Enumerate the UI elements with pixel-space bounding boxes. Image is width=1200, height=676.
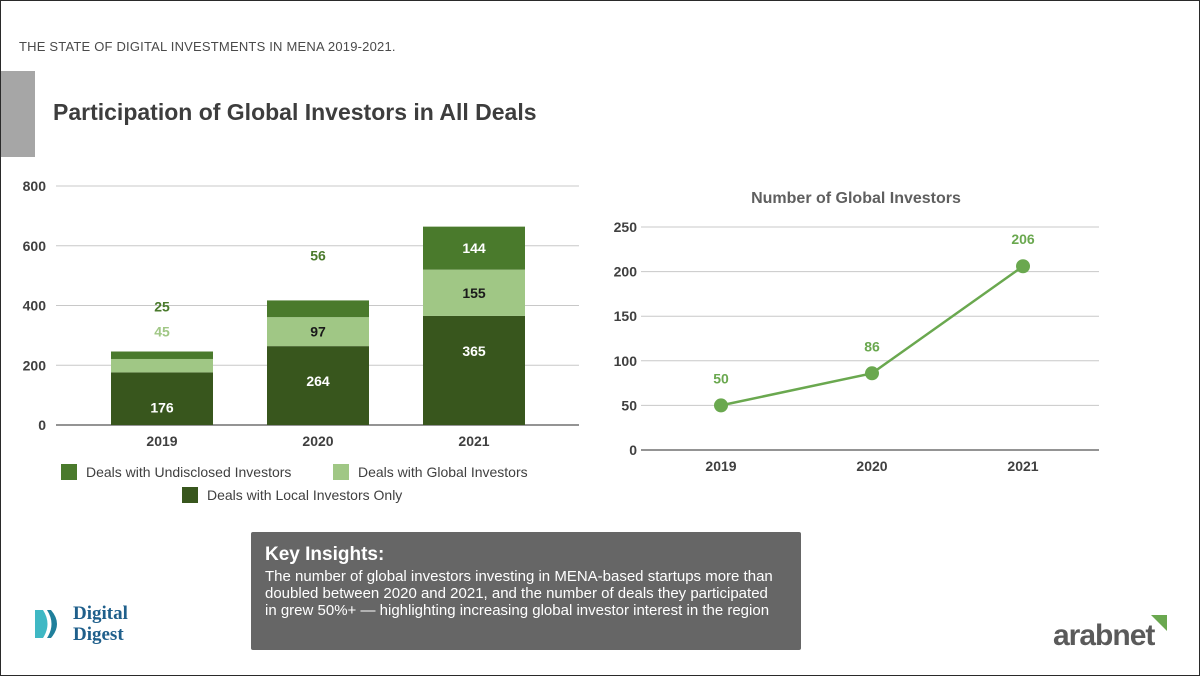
bar-value-label: 25 xyxy=(154,299,170,315)
line-data-point xyxy=(865,366,879,381)
bar-y-tick-label: 200 xyxy=(23,357,47,373)
key-insights-body: The number of global investors investing… xyxy=(265,568,773,619)
bar-value-label: 264 xyxy=(306,373,330,389)
legend-label-local: Deals with Local Investors Only xyxy=(207,487,403,503)
page-title: Participation of Global Investors in All… xyxy=(53,99,537,125)
bar-x-tick-label: 2020 xyxy=(302,433,333,449)
digital-digest-line2: Digest xyxy=(73,624,124,645)
line-y-tick-label: 50 xyxy=(621,397,637,413)
bar-segment-deals-with-local-investors-only xyxy=(267,346,369,425)
legend-item-local: Deals with Local Investors Only xyxy=(182,487,402,503)
bar-y-tick-label: 800 xyxy=(23,178,47,194)
bar-segment-deals-with-undisclosed-investors xyxy=(423,226,525,270)
line-value-label: 86 xyxy=(864,338,880,354)
bar-y-tick-label: 400 xyxy=(23,298,47,314)
legend-swatch-local xyxy=(182,487,198,503)
bar-y-tick-label: 0 xyxy=(38,417,46,433)
line-y-tick-label: 200 xyxy=(614,264,638,280)
bar-segment-deals-with-global-investors xyxy=(423,269,525,316)
line-x-tick-label: 2021 xyxy=(1007,458,1038,474)
line-x-tick-label: 2020 xyxy=(856,458,887,474)
bar-value-label: 365 xyxy=(462,343,486,359)
line-y-tick-label: 150 xyxy=(614,308,638,324)
line-chart: Number of Global Investors 0 50 100 150 200 2… xyxy=(614,190,1099,474)
line-x-tick-label: 2019 xyxy=(705,458,736,474)
digital-digest-logo: Digital Digest xyxy=(33,603,128,645)
arabnet-logo: arabnet xyxy=(1053,615,1173,655)
key-insights-title: Key Insights: xyxy=(265,544,385,565)
line-data-point xyxy=(1016,259,1030,274)
arabnet-logo-text: arabnet xyxy=(1053,619,1155,652)
legend-label-undisclosed: Deals with Undisclosed Investors xyxy=(86,464,292,480)
bar-segment-deals-with-local-investors-only xyxy=(423,315,525,425)
stacked-bar-chart: 0 200 400 600 800 176 45 25 264 97 56 365 155 144 20… xyxy=(23,178,579,449)
bar-value-label: 144 xyxy=(462,240,486,256)
line-y-tick-label: 100 xyxy=(614,353,638,369)
bar-value-label: 176 xyxy=(150,399,174,415)
line-y-tick-label: 250 xyxy=(614,219,638,235)
digital-digest-line1: Digital xyxy=(73,603,128,624)
bar-segment-deals-with-local-investors-only xyxy=(111,372,213,425)
bar-value-label: 97 xyxy=(310,324,326,340)
legend-item-global: Deals with Global Investors xyxy=(333,464,528,480)
key-insights-box: Key Insights: The number of global inves… xyxy=(251,532,801,650)
bar-x-tick-label: 2019 xyxy=(146,433,177,449)
bar-segment-deals-with-undisclosed-investors xyxy=(111,351,213,359)
bar-segment-deals-with-global-investors xyxy=(267,317,369,347)
digital-digest-logo-icon xyxy=(35,610,57,638)
legend-item-undisclosed: Deals with Undisclosed Investors xyxy=(61,464,291,480)
line-value-label: 50 xyxy=(713,370,729,386)
legend-label-global: Deals with Global Investors xyxy=(358,464,528,480)
legend-swatch-global xyxy=(333,464,349,480)
line-y-tick-label: 0 xyxy=(629,442,637,458)
bar-value-label: 45 xyxy=(154,324,170,340)
line-series xyxy=(720,265,1024,407)
bar-x-tick-label: 2021 xyxy=(458,433,489,449)
bar-segment-deals-with-undisclosed-investors xyxy=(267,300,369,318)
legend-swatch-undisclosed xyxy=(61,464,77,480)
bar-value-label: 56 xyxy=(310,247,326,263)
bar-y-tick-label: 600 xyxy=(23,238,47,254)
line-value-label: 206 xyxy=(1011,231,1035,247)
bar-value-label: 155 xyxy=(462,285,486,301)
title-accent-bar xyxy=(1,71,35,157)
line-chart-title: Number of Global Investors xyxy=(751,190,961,207)
line-data-point xyxy=(714,398,728,413)
report-subtitle: THE STATE OF DIGITAL INVESTMENTS IN MENA… xyxy=(19,39,396,54)
arabnet-logo-mark xyxy=(1151,615,1167,631)
bar-segment-deals-with-global-investors xyxy=(111,358,213,373)
